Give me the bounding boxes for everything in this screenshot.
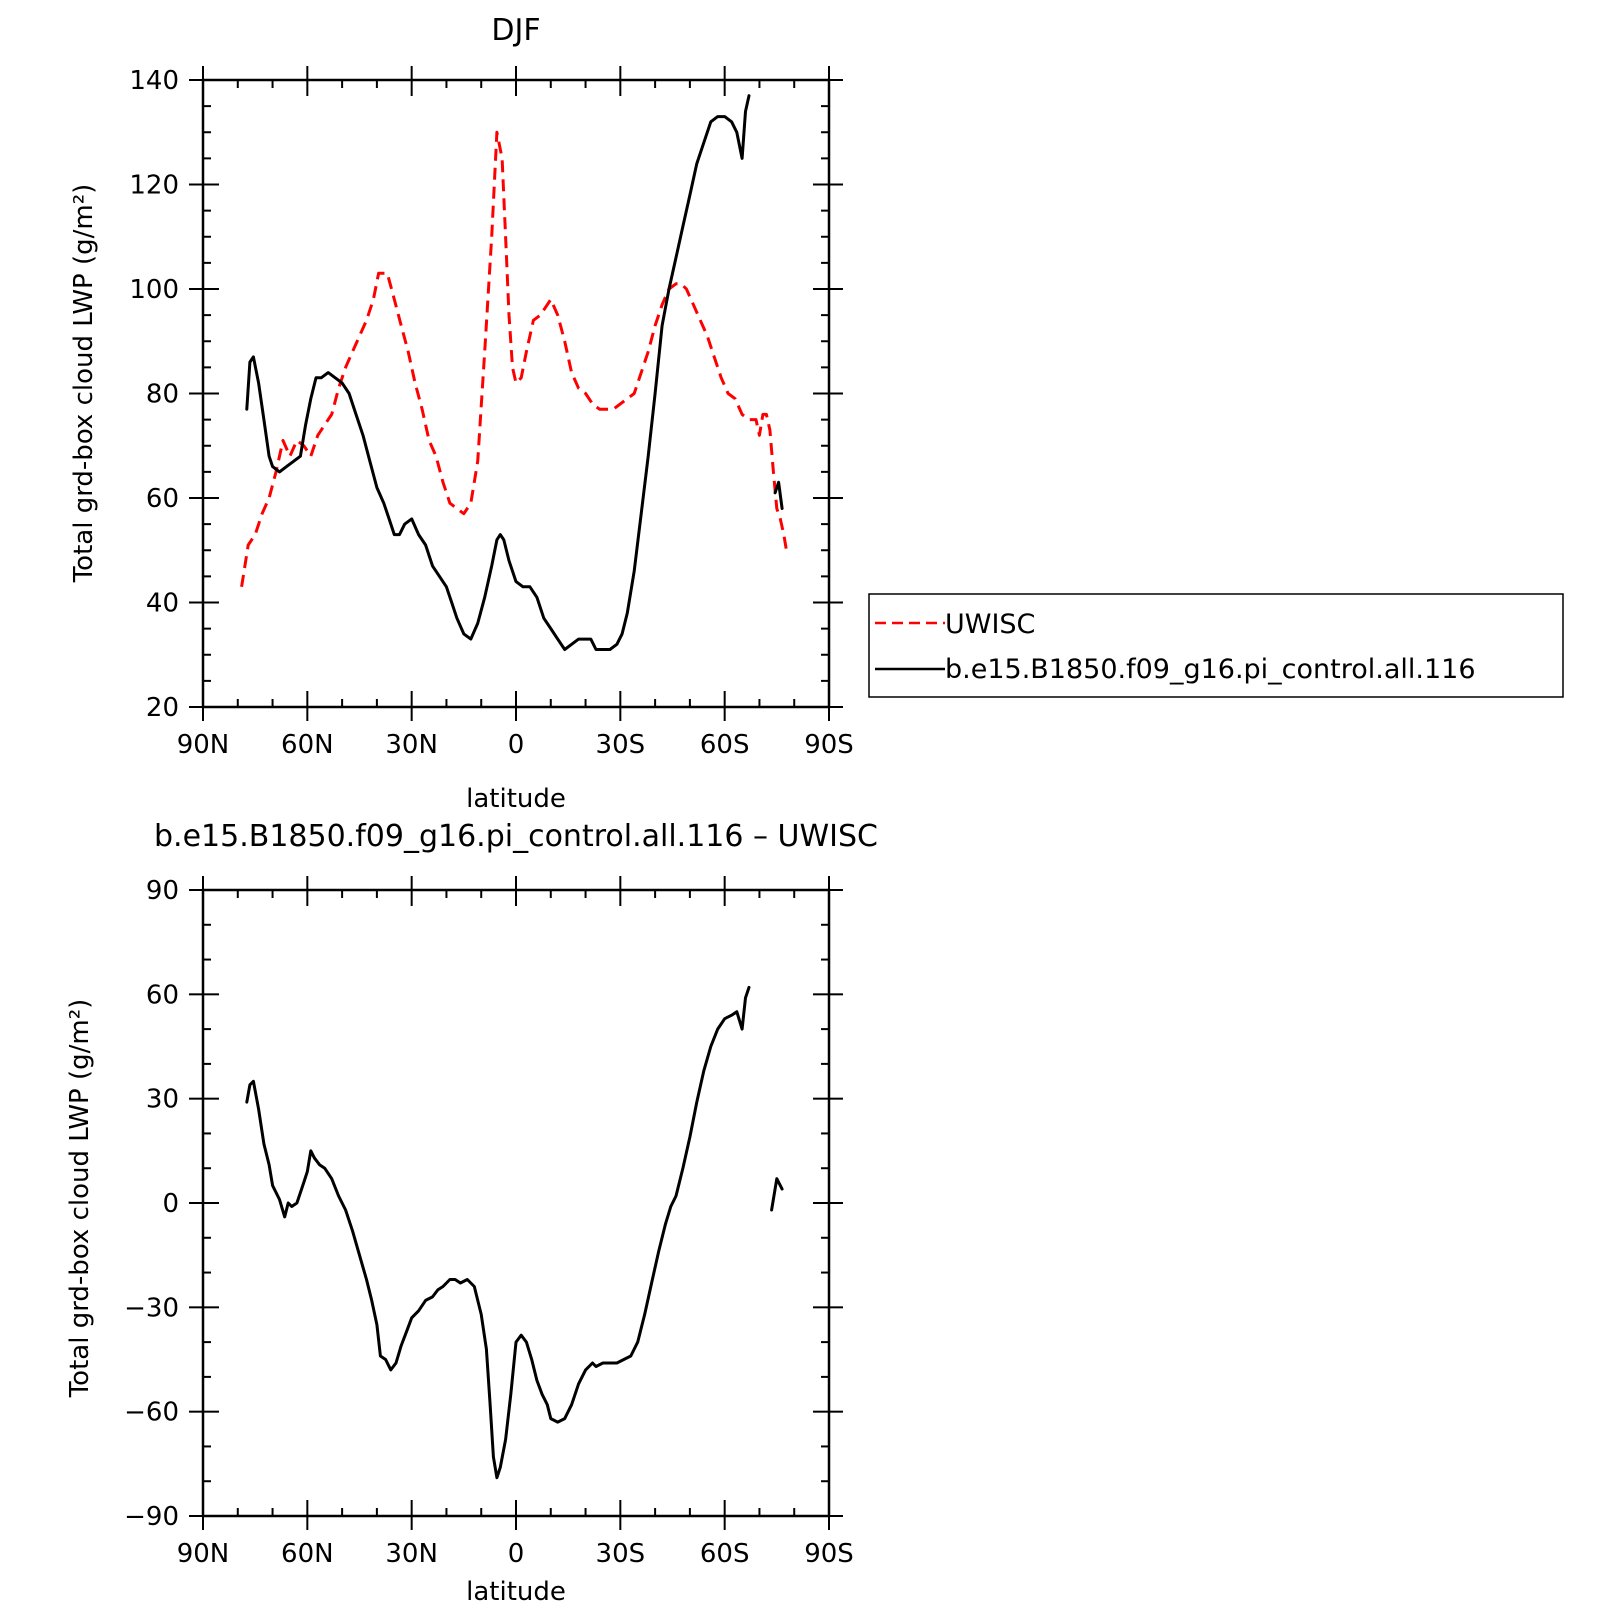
top-y-tick-label: 140 xyxy=(129,66,179,96)
top-y-tick-label: 80 xyxy=(146,380,179,410)
bottom-y-tick-label: 30 xyxy=(146,1085,179,1115)
bottom-x-tick-label: 0 xyxy=(508,1539,525,1569)
top-series-1-line-segment-1 xyxy=(773,480,784,510)
bottom-x-tick-label: 60S xyxy=(700,1539,750,1569)
top-y-tick-label: 40 xyxy=(146,589,179,619)
legend-label-uwisc: UWISC xyxy=(945,609,1035,640)
top-x-tick-label: 90N xyxy=(177,730,230,760)
bottom-x-tick-label: 90S xyxy=(804,1539,854,1569)
top-plot-lines xyxy=(240,94,789,651)
bottom-y-tick-label: −60 xyxy=(124,1398,179,1428)
top-x-tick-label: 90S xyxy=(804,730,854,760)
top-y-tick-label: 20 xyxy=(146,693,179,723)
bottom-series-0-line-segment-1 xyxy=(770,1177,784,1212)
top-axis-ticks: 90N 60N 30N 0 30S 60S 90S 20 40 60 80 100 120 140 xyxy=(129,66,854,760)
bottom-y-tick-label: −30 xyxy=(124,1293,179,1323)
bottom-x-tick-label: 30N xyxy=(385,1539,438,1569)
top-y-axis-label: Total grd-box cloud LWP (g/m²) xyxy=(69,184,99,584)
top-x-axis-label: latitude xyxy=(466,784,566,814)
bottom-series-0-line-segment-0 xyxy=(245,985,751,1480)
bottom-y-tick-label: 90 xyxy=(146,876,179,906)
top-x-tick-label: 60S xyxy=(700,730,750,760)
bottom-y-tick-label: −90 xyxy=(124,1502,179,1532)
top-series-0-line-segment-0 xyxy=(240,130,789,588)
top-series-1-line-segment-0 xyxy=(245,94,751,651)
top-panel: DJF Total grd-box cloud LWP (g/m²) latit… xyxy=(69,13,1564,814)
bottom-plot-frame xyxy=(201,888,831,1518)
bottom-panel: b.e15.B1850.f09_g16.pi_control.all.116 –… xyxy=(65,819,878,1607)
top-x-tick-label: 30N xyxy=(385,730,438,760)
top-y-tick-label: 60 xyxy=(146,484,179,514)
top-y-tick-label: 120 xyxy=(129,171,179,201)
top-x-tick-label: 0 xyxy=(508,730,525,760)
bottom-y-tick-label: 0 xyxy=(162,1189,179,1219)
bottom-y-axis-label: Total grd-box cloud LWP (g/m²) xyxy=(65,999,95,1399)
bottom-axis-ticks: 90N 60N 30N 0 30S 60S 90S −90 −60 −30 0 30 60 90 xyxy=(124,876,854,1569)
legend-label-model: b.e15.B1850.f09_g16.pi_control.all.116 xyxy=(945,654,1476,685)
bottom-x-tick-label: 90N xyxy=(177,1539,230,1569)
bottom-x-axis-label: latitude xyxy=(466,1577,566,1607)
bottom-chart-title: b.e15.B1850.f09_g16.pi_control.all.116 –… xyxy=(154,819,878,854)
legend-box xyxy=(868,593,1564,698)
top-x-tick-label: 30S xyxy=(596,730,646,760)
top-y-tick-label: 100 xyxy=(129,275,179,305)
bottom-x-tick-label: 30S xyxy=(596,1539,646,1569)
bottom-y-tick-label: 60 xyxy=(146,980,179,1010)
bottom-x-tick-label: 60N xyxy=(281,1539,334,1569)
top-x-tick-label: 60N xyxy=(281,730,334,760)
bottom-plot-lines xyxy=(245,985,784,1480)
legend: UWISC b.e15.B1850.f09_g16.pi_control.all… xyxy=(868,593,1564,698)
top-chart-title: DJF xyxy=(491,13,540,48)
top-plot-frame xyxy=(201,78,831,709)
